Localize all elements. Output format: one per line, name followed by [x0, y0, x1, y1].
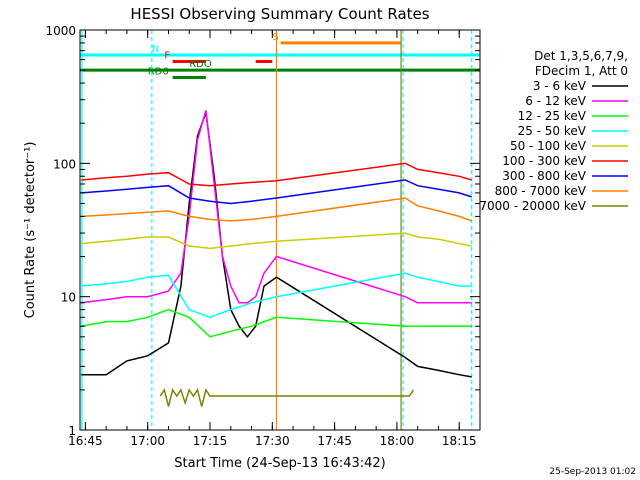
legend-label-8: 7000 - 20000 keV: [479, 199, 586, 213]
y-axis-label: Count Rate (s⁻¹ detector⁻¹): [23, 142, 38, 319]
vertical-markers: [81, 30, 473, 430]
series-line-7: [81, 197, 472, 222]
flag-bars: N S F RDO RD6: [80, 32, 480, 80]
legend-label-5: 100 - 300 keV: [502, 154, 586, 168]
y-tick-label-1: 10: [61, 291, 76, 305]
flag-label-5: RD6: [148, 67, 169, 78]
series-line-3: [81, 272, 472, 319]
plot-frame: [79, 29, 481, 431]
series-line-0: [81, 112, 472, 378]
series-line-1: [81, 110, 472, 304]
flag-label-1: S: [272, 32, 278, 43]
legend-label-1: 6 - 12 keV: [525, 94, 587, 108]
flag-label-4: RDO: [189, 59, 212, 70]
series-line-6: [81, 179, 472, 205]
legend-header-line1: Det 1,3,5,6,7,9,: [534, 49, 628, 63]
x-tick-label-3: 17:30: [255, 434, 290, 448]
series-line-8: [159, 388, 415, 407]
footer-date: 25-Sep-2013 01:02: [549, 467, 636, 477]
legend-label-7: 800 - 7000 keV: [495, 184, 587, 198]
legend-label-0: 3 - 6 keV: [533, 79, 587, 93]
legend-label-4: 50 - 100 keV: [510, 139, 587, 153]
legend-header-line2: FDecim 1, Att 0: [535, 64, 628, 78]
series-line-4: [81, 232, 472, 250]
x-tick-label-6: 18:15: [442, 434, 477, 448]
x-tick-label-5: 18:00: [380, 434, 415, 448]
legend-label-2: 12 - 25 keV: [518, 109, 587, 123]
x-tick-label-1: 17:00: [130, 434, 165, 448]
x-tick-label-2: 17:15: [193, 434, 228, 448]
flag-label-2: F: [164, 51, 170, 62]
series-line-5: [81, 162, 472, 187]
legend: Det 1,3,5,6,7,9, FDecim 1, Att 0 3 - 6 k…: [479, 49, 628, 213]
x-axis-label: Start Time (24-Sep-13 16:43:42): [174, 456, 385, 471]
x-axis-ticks: 16:45 17:00 17:15 17:30 17:45 18:00 18:15: [68, 30, 481, 448]
legend-label-6: 300 - 800 keV: [502, 169, 586, 183]
y-tick-label-2: 100: [53, 157, 76, 171]
series-lines: [81, 110, 472, 407]
y-tick-label-3: 1000: [45, 24, 76, 38]
y-tick-label-0: 1: [68, 424, 76, 438]
series-line-2: [81, 308, 472, 338]
x-tick-label-4: 17:45: [317, 434, 352, 448]
flag-label-0: N: [152, 44, 159, 55]
legend-label-3: 25 - 50 keV: [518, 124, 587, 138]
chart-title: HESSI Observing Summary Count Rates: [130, 5, 429, 23]
x-tick-label-0: 16:45: [68, 434, 103, 448]
y-axis-ticks: 1 10 100 1000: [45, 24, 480, 438]
